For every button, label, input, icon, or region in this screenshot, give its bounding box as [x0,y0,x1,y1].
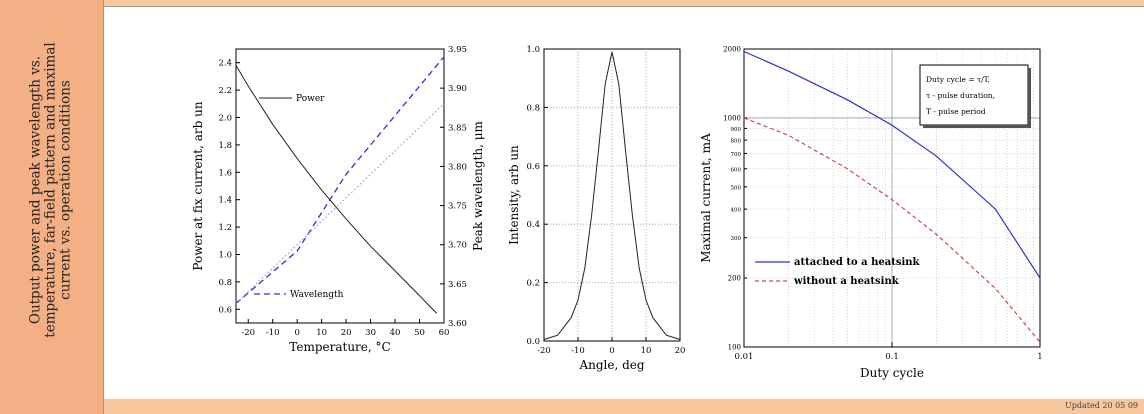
series-line-intensity [543,51,681,340]
series-line-0 [235,65,438,314]
y-tick-label: 0.2 [526,279,540,289]
y-tick-label: 200 [728,275,741,283]
annotation-box-shadow [1028,68,1031,128]
x-tick-label: 0 [609,346,614,356]
x-tick-label: 10 [641,346,652,356]
x-tick-label: -10 [266,328,280,338]
y-tick-label: 300 [731,236,742,242]
x-tick-label: -20 [537,346,551,356]
legend-label-heatsink: attached to a heatsink [794,257,921,268]
x-tick-label: 0.01 [735,352,754,362]
charts-svg: -20 -10 0 10 20 30 40 50 600.60.81.01.21.41.61.8… [191,45,1043,380]
x-axis-label: Angle, deg [578,358,644,372]
y-tick-label: 100 [728,344,741,352]
y-tick-label: 1000 [723,114,741,122]
annotation-line: τ - pulse duration, [926,91,995,100]
y-tick-label: 0.0 [526,337,540,347]
y-axis-label: Intensity, arb un [507,145,521,245]
x-tick-label: -10 [571,346,585,356]
y-tick-label: 1.4 [218,196,232,206]
y-axis-label: Power at fix current, arb un [191,101,205,270]
y-tick-label: 2.4 [218,59,232,69]
y2-tick-label: 3.95 [448,45,467,55]
legend-label-no-heatsink: without a heatsink [793,276,900,287]
updated-label: Updated 20 05 09 [1065,401,1138,410]
y-axis-label: Maximal current, mA [699,133,713,263]
x-tick-label: 30 [365,328,376,338]
y-tick-label: 1.8 [218,141,232,151]
y2-axis-label: Peak wavelength, μm [471,120,485,251]
y-tick-label: 500 [731,185,742,191]
y-tick-label: 1.6 [218,168,232,178]
y2-tick-label: 3.85 [448,123,467,133]
y-tick-label: 0.8 [218,278,232,288]
y2-tick-label: 3.90 [448,84,467,94]
x-tick-label: 1 [1037,352,1042,362]
sidebar-title: Output power and peak wavelength vs. tem… [27,42,74,338]
y2-tick-label: 3.75 [448,202,467,212]
y-tick-label: 900 [731,127,742,133]
series-line-1 [235,56,445,304]
series-line-1 [743,117,1041,343]
y-tick-label: 1.2 [218,223,232,233]
y-tick-label: 2.2 [218,86,232,96]
y-tick-label: 1.0 [218,251,232,261]
y-tick-label: 0.6 [526,162,540,172]
sidebar: Output power and peak wavelength vs. tem… [0,0,104,414]
y-tick-label: 2000 [723,46,741,54]
x-tick-label: 10 [316,328,327,338]
y-tick-label: 0.6 [218,305,232,315]
plot-frame-intensity [543,48,681,342]
y-tick-label: 2.0 [218,114,232,124]
x-tick-label: 0.1 [885,352,899,362]
y-tick-label: 0.8 [526,103,540,113]
y2-tick-label: 3.70 [448,241,467,251]
y-tick-label: 1.0 [526,45,540,55]
legend-label-power: Power [296,94,325,104]
y2-tick-label: 3.65 [448,280,467,290]
y-tick-label: 400 [731,208,742,214]
y-tick-label: 0.4 [526,220,540,230]
annotation-line: Duty cycle = τ/T, [926,75,990,84]
x-tick-label: 50 [414,328,425,338]
x-tick-label: 40 [390,328,401,338]
annotation-box-shadow [923,125,1031,128]
chart-panel: -20 -10 0 10 20 30 40 50 60 0.6 0.8 1.0 1.2 1.4 1.6 1.8… [104,6,1144,399]
x-tick-label: -20 [241,328,255,338]
series-line-0 [743,50,1041,279]
series-line-2 [235,103,445,304]
x-tick-label: 20 [675,346,686,356]
y-tick-label: 600 [731,167,742,173]
y2-tick-label: 3.60 [448,319,467,329]
x-tick-label: 20 [341,328,352,338]
x-axis-label: Temperature, °C [289,340,390,354]
y-tick-label: 800 [731,139,742,145]
y-tick-label: 700 [731,152,742,158]
x-tick-label: 60 [439,328,450,338]
x-axis-label: Duty cycle [860,366,924,380]
plot-frame-power [235,48,445,324]
legend-label-wavelength: Wavelength [290,290,344,300]
y2-tick-label: 3.80 [448,162,467,172]
annotation-line: T - pulse period [926,107,986,116]
x-tick-label: 0 [294,328,299,338]
